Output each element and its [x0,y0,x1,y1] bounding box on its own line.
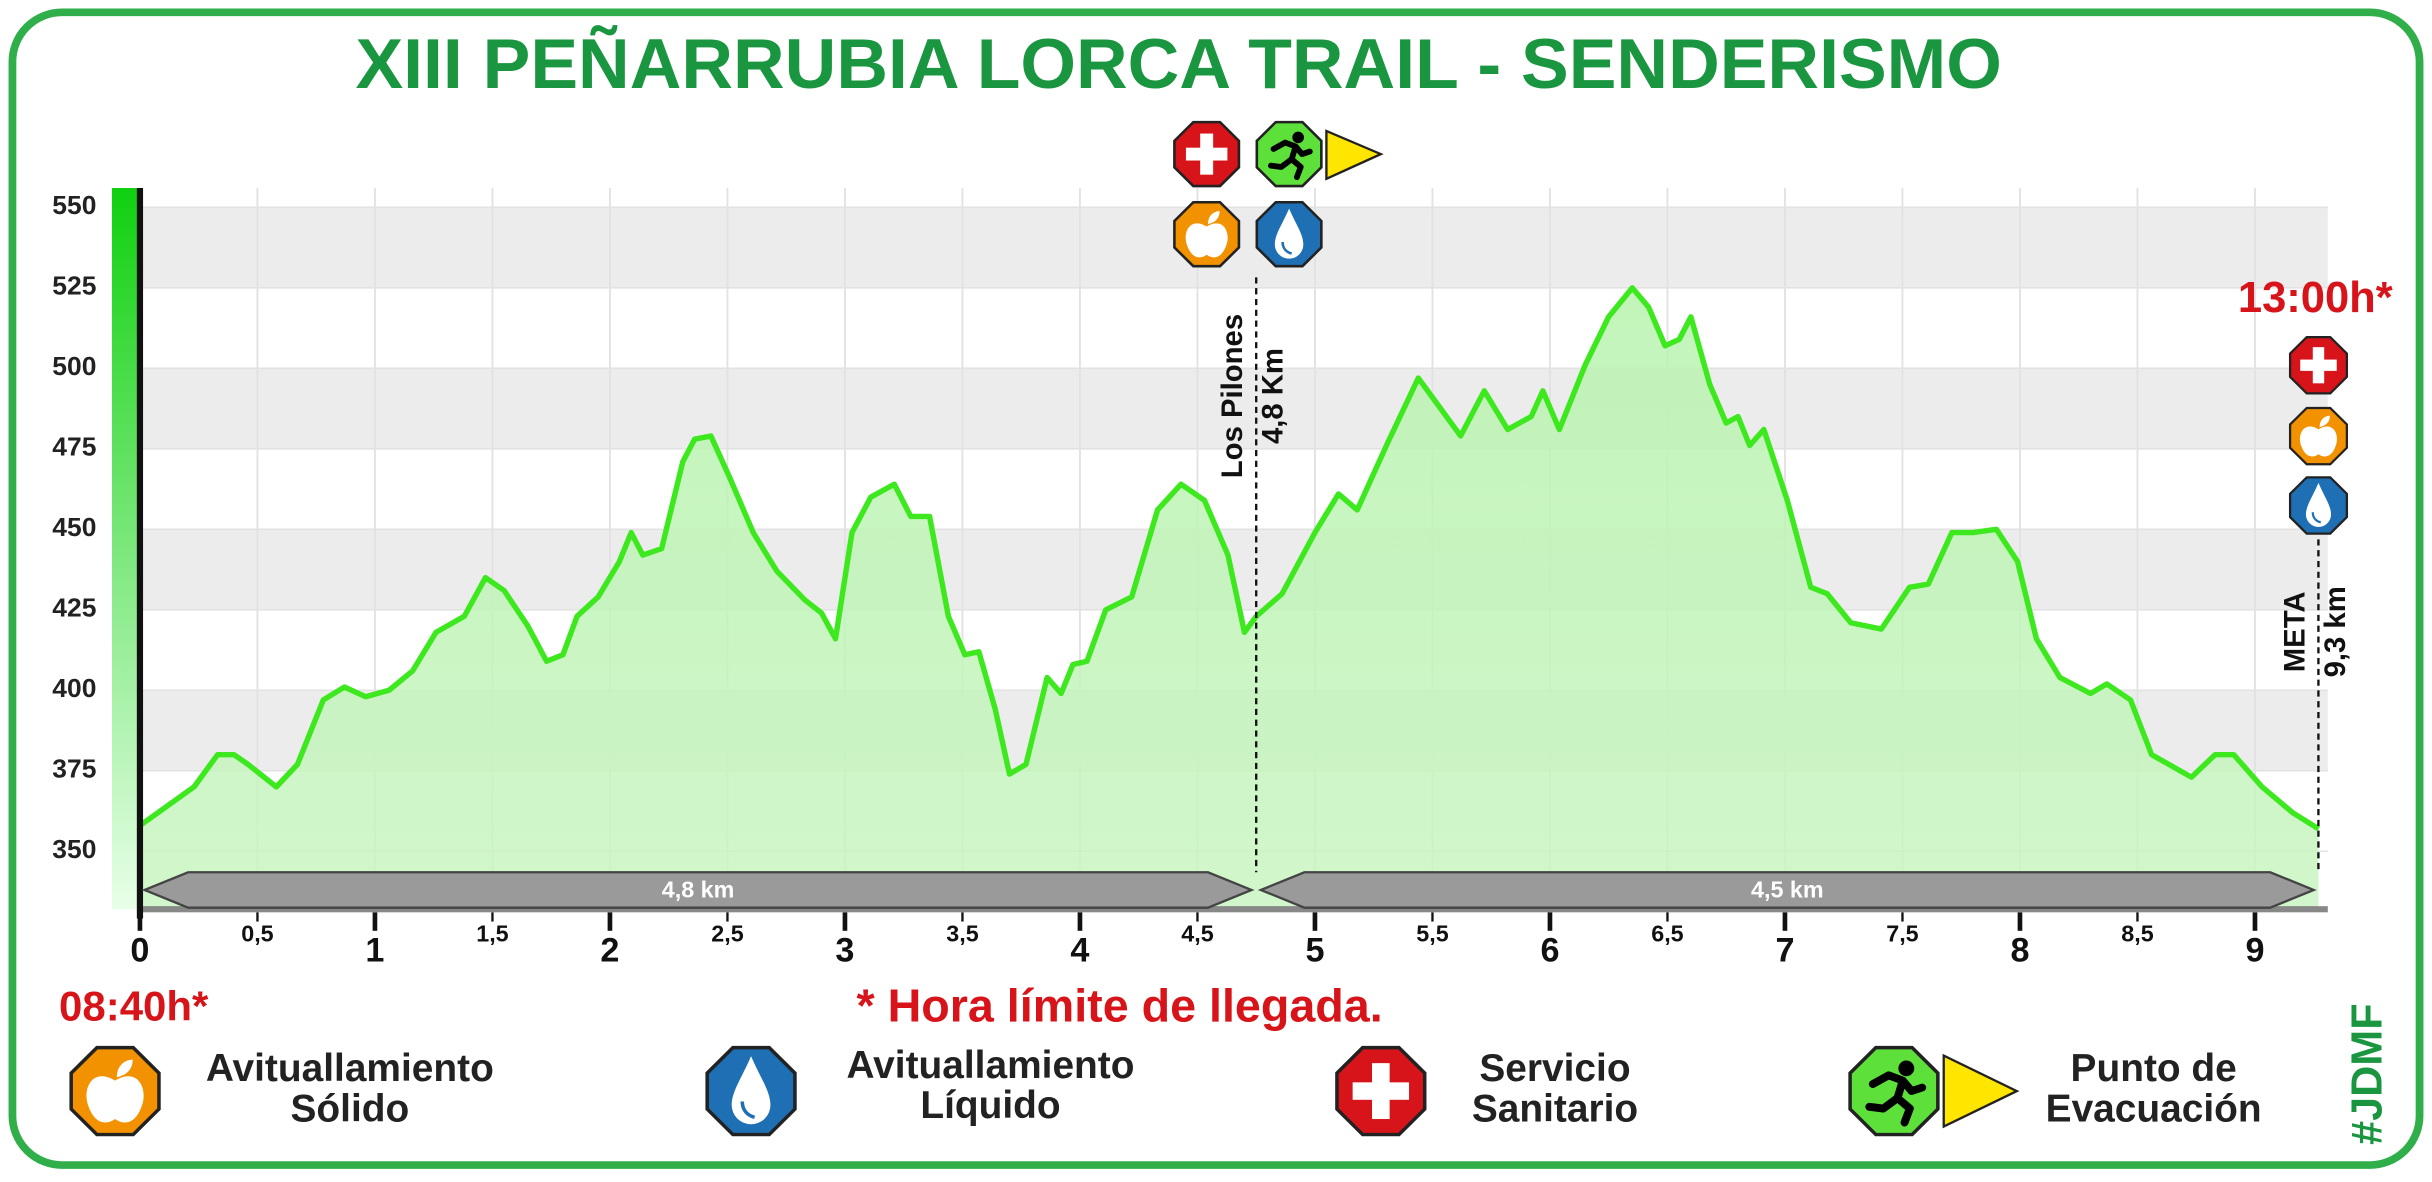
legend-text: Punto de [2071,1047,2237,1090]
segment-arrow [141,871,1255,909]
x-tick-label: 4,5 [1181,921,1214,947]
legend-icon-evacuation [1850,1048,1938,1135]
note: * Hora límite de llegada. [856,980,1382,1032]
marker-sublabel: 4,8 Km [1257,348,1290,444]
segment-label: 4,8 km [662,877,735,903]
elevation-line [138,285,2320,832]
x-axis-band [139,906,2328,913]
legend-icon-solid [69,1045,161,1137]
x-tick-label: 7,5 [1886,921,1919,947]
legend-text: Líquido [920,1084,1060,1127]
finish-time: 13:00h* [2238,274,2393,322]
icon-medical [2288,335,2349,395]
legend-icon-arrow [1942,1053,2020,1129]
icon-solid [1173,200,1241,268]
y-tick-label: 450 [52,512,96,542]
x-tick-label: 3 [835,931,854,969]
marker-label: Los Pilones [1216,314,1249,478]
legend-text: Sanitario [1472,1087,1638,1130]
elevation-bar [111,188,140,910]
segment-arrow [1257,871,2317,909]
x-tick-label: 8,5 [2121,921,2154,947]
x-tick-label: 1,5 [476,921,509,947]
legend-text: Avituallamiento [206,1047,494,1090]
y-tick-label: 375 [52,754,96,784]
grid-band [139,368,2328,449]
y-tick-label: 475 [52,432,96,462]
x-tick-label: 0,5 [241,921,274,947]
x-tick-label: 9 [2245,931,2264,969]
x-tick-label: 2,5 [711,921,744,947]
x-tick-label: 5 [1305,931,1324,969]
x-tick-label: 0 [130,931,149,969]
legend-text: Evacuación [2046,1087,2262,1130]
icon-evacuation [1257,122,1322,186]
x-tick-label: 7 [1775,931,1794,969]
marker-sublabel: 9,3 km [2319,586,2352,677]
x-tick-label: 4 [1070,931,1089,969]
x-tick-label: 3,5 [946,921,979,947]
x-tick-label: 5,5 [1416,921,1449,947]
icon-liquid [2288,476,2349,535]
x-tick-label: 2 [600,931,619,969]
start-time: 08:40h* [59,983,209,1030]
legend-text: Avituallamiento [847,1044,1135,1087]
icon-arrow [1325,129,1384,181]
legend-icon-medical [1335,1045,1427,1137]
segment-label: 4,5 km [1751,877,1824,903]
y-tick-label: 425 [52,593,96,623]
title: XIII PEÑARRUBIA LORCA TRAIL - SENDERISMO [355,25,2001,104]
x-tick-label: 6,5 [1651,921,1684,947]
x-tick-label: 8 [2010,931,2029,969]
y-tick-label: 350 [52,834,96,864]
icon-medical [1173,120,1241,188]
marker-label: META [2278,591,2311,672]
tag: #JDMF [2343,1003,2391,1144]
legend-text: Servicio [1479,1047,1630,1090]
legend-text: Sólido [291,1087,410,1130]
icon-solid [2288,406,2349,466]
y-tick-label: 400 [52,673,96,703]
elevation-area [139,287,2319,910]
y-tick-label: 500 [52,351,96,381]
x-tick-label: 1 [365,931,384,969]
icon-liquid [1255,200,1323,268]
x-tick-label: 6 [1540,931,1559,969]
y-tick-label: 550 [52,190,96,220]
legend-icon-liquid [705,1045,797,1137]
y-tick-label: 525 [52,271,96,301]
